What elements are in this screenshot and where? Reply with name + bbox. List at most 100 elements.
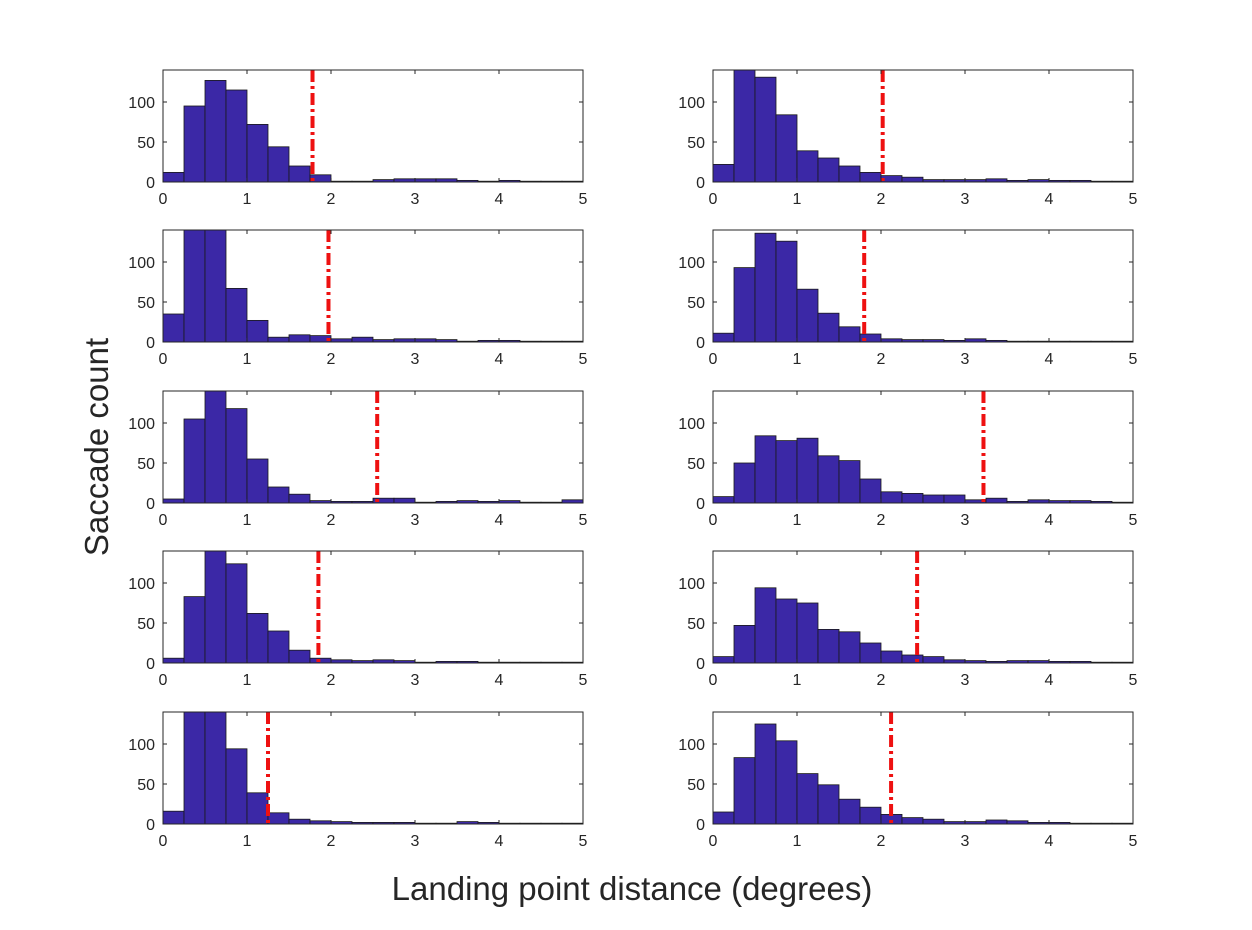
y-tick-label: 0 [696,175,705,192]
bars-panel-r3-c2 [713,435,1133,503]
x-tick-label: 2 [327,512,336,529]
histogram-bar [713,811,735,824]
x-tick-label: 0 [709,351,718,368]
x-tick-label: 4 [495,191,504,208]
y-tick-label: 0 [146,496,155,513]
histogram-bar [225,563,248,663]
y-axis-title: Saccade count [78,338,115,556]
x-tick-label: 0 [159,512,168,529]
x-tick-label: 1 [793,512,802,529]
histogram-bar [817,629,840,663]
x-tick-label: 4 [495,833,504,850]
histogram-bar [838,798,861,824]
histogram-bar [754,587,777,663]
histogram-bar [754,232,777,342]
histogram-bar [267,812,290,824]
x-tick-label: 1 [793,191,802,208]
x-tick-label: 0 [709,512,718,529]
histogram-bar [183,230,206,342]
x-tick-label: 0 [159,672,168,689]
x-tick-label: 0 [159,833,168,850]
axes-frame [712,69,1134,183]
x-tick-label: 5 [1129,512,1138,529]
y-tick-label: 0 [696,656,705,673]
y-tick-label: 100 [678,416,705,433]
y-tick-label: 100 [128,576,155,593]
histogram-bar [1132,659,1133,663]
histogram-bar [582,340,583,342]
histogram-bar [183,418,206,503]
histogram-bar [817,455,840,503]
x-tick-label: 1 [793,833,802,850]
y-tick-label: 50 [137,616,155,633]
histogram-bar [1132,178,1133,182]
bars-panel-r4-c1 [163,551,583,663]
histogram-bar [985,497,1008,503]
x-tick-label: 1 [243,512,252,529]
x-tick-label: 4 [1045,512,1054,529]
histogram-bar [1154,656,1175,663]
y-tick-label: 0 [146,335,155,352]
x-tick-label: 5 [1129,191,1138,208]
axes-frame [162,711,584,825]
histogram-bar [163,657,185,663]
x-tick-label: 4 [495,512,504,529]
y-tick-label: 100 [128,95,155,112]
axes-frame [712,390,1134,504]
histogram-bar [204,80,227,182]
histogram-bar [246,792,269,824]
histogram-bar [733,625,756,663]
x-tick-label: 3 [411,512,420,529]
y-tick-label: 0 [696,817,705,834]
histogram-bar [985,819,1008,824]
histogram-bar [225,408,248,503]
axes-frame [162,390,584,504]
histogram-bar [901,817,924,824]
histogram-bar [817,157,840,182]
histogram-bar [922,818,945,824]
x-tick-label: 3 [411,351,420,368]
axes-frame [712,711,1134,825]
bars-panel-r5-c2 [713,723,1133,824]
histogram-bar [733,757,756,824]
histogram-bar [267,336,290,342]
histogram-bar [393,497,416,503]
histogram-bar [775,440,798,503]
histogram-bar [880,650,903,663]
bars-panel-r2-c1 [163,230,625,342]
histogram-bar [183,712,206,824]
x-tick-label: 3 [961,191,970,208]
y-tick-label: 100 [678,95,705,112]
x-tick-label: 2 [327,191,336,208]
y-tick-label: 50 [687,616,705,633]
axes-frame [162,69,584,183]
histogram-bar [604,341,625,342]
histogram-bar [582,177,583,182]
histogram-bar [204,712,227,824]
histogram-bar [775,240,798,342]
histogram-bar [1132,493,1133,503]
histogram-bar [713,163,735,182]
x-tick-label: 3 [411,191,420,208]
histogram-bar [1154,180,1175,182]
histogram-bar [817,784,840,824]
x-tick-label: 5 [579,833,588,850]
x-tick-label: 5 [579,191,588,208]
x-tick-label: 1 [243,672,252,689]
histogram-bar [246,458,269,503]
histogram-bar [901,654,924,663]
bars-panel-r3-c1 [163,391,583,503]
x-tick-label: 5 [1129,833,1138,850]
x-tick-label: 4 [1045,191,1054,208]
bars-panel-r4-c2 [713,587,1175,663]
histogram-bar [163,171,185,182]
histogram-bar [838,631,861,663]
histogram-bar [859,806,882,824]
histogram-bar [288,334,311,342]
x-tick-label: 4 [495,351,504,368]
histogram-bar [225,287,248,342]
